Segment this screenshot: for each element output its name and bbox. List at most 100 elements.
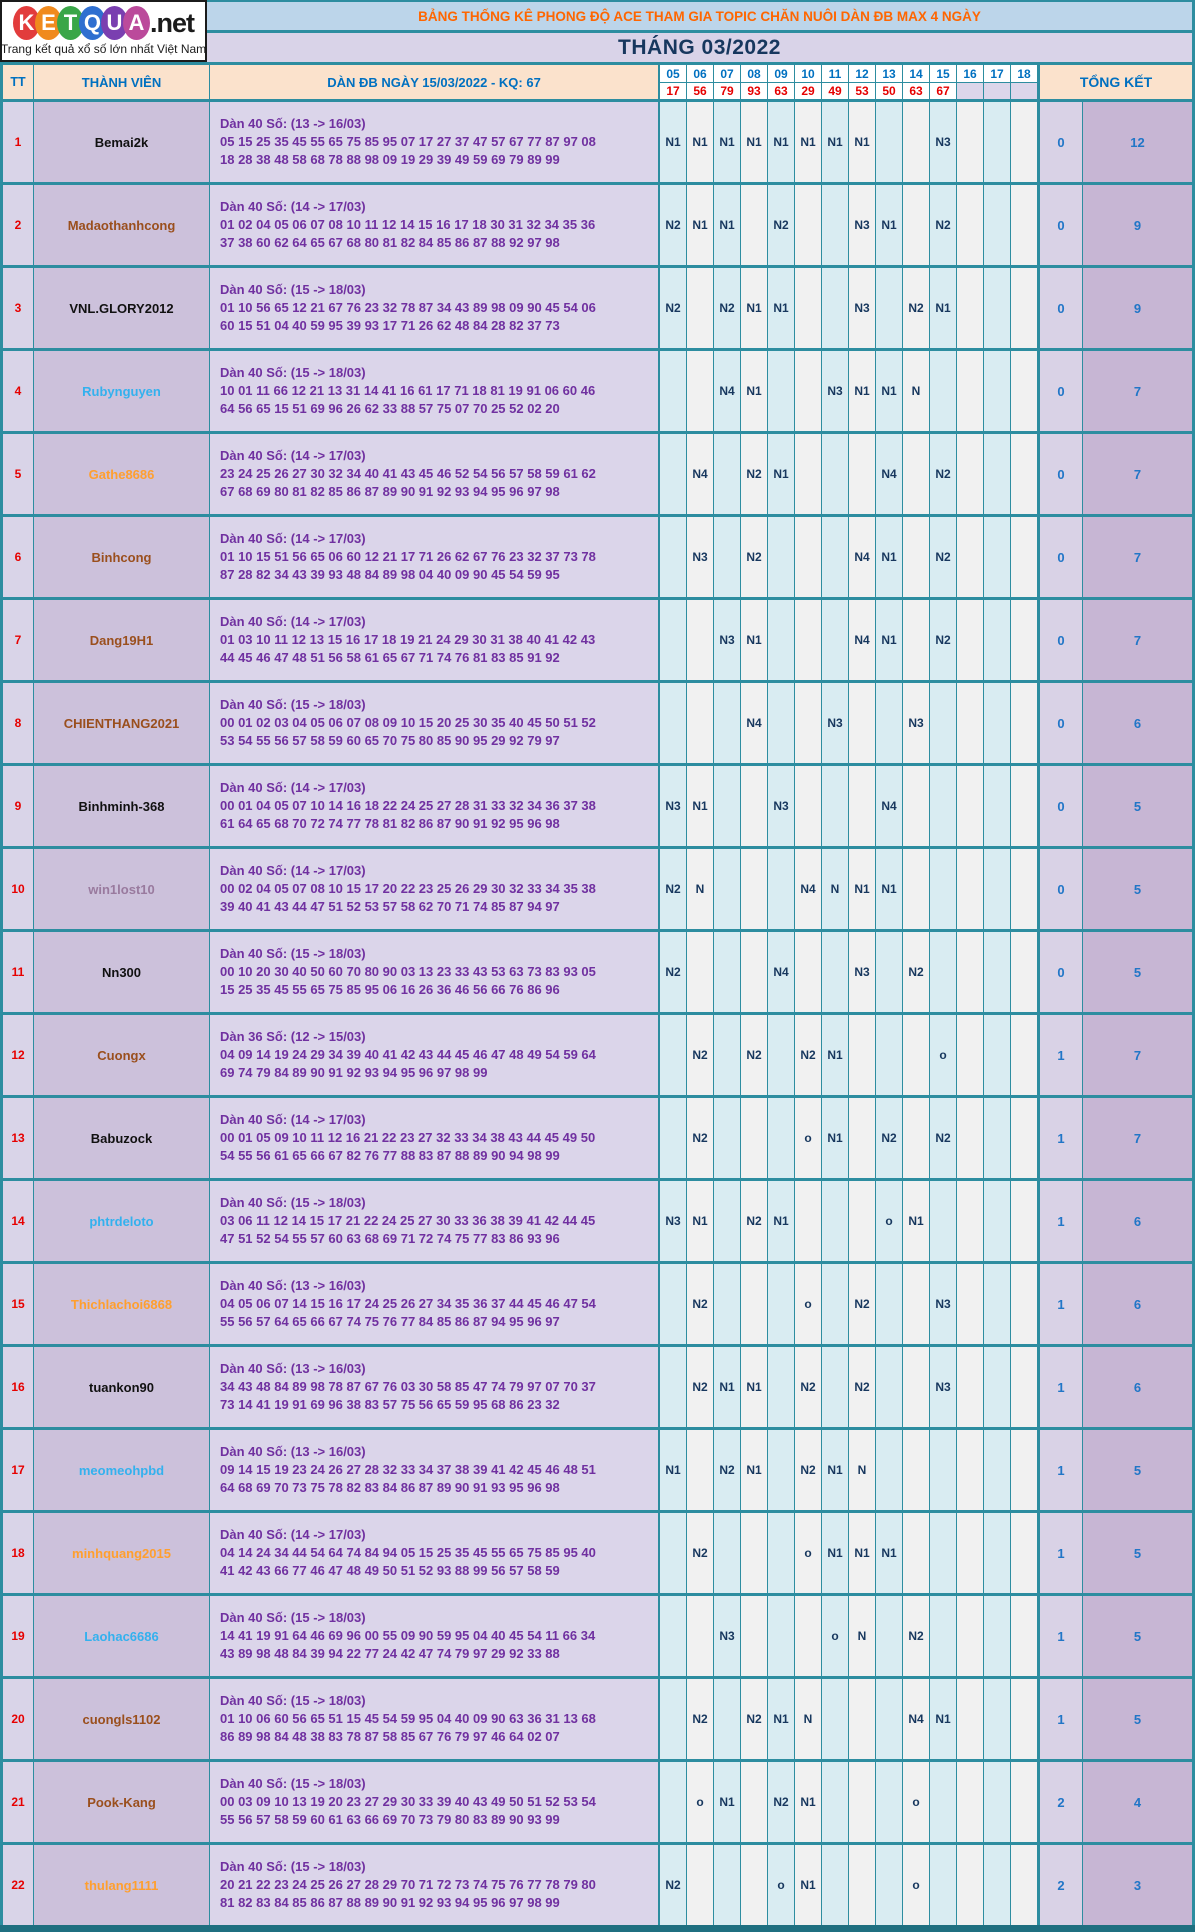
- dan-numbers-line1: 05 15 25 35 45 55 65 75 85 95 07 17 27 3…: [220, 134, 596, 149]
- dan-range: Dàn 40 Số: (15 -> 18/03): [220, 282, 366, 297]
- dan-numbers-line2: 53 54 55 56 57 58 59 60 65 70 75 80 85 9…: [220, 733, 560, 748]
- mark-cell: N3: [660, 766, 687, 846]
- member-name[interactable]: minhquang2015: [33, 1513, 210, 1593]
- day-result: 63: [903, 83, 929, 99]
- dan-numbers-line2: 81 82 83 84 85 86 87 88 89 90 91 92 93 9…: [220, 1895, 560, 1910]
- member-rows: 1 Bemai2k Dàn 40 Số: (13 -> 16/03) 05 15…: [0, 99, 1195, 1925]
- member-name[interactable]: Cuongx: [33, 1015, 210, 1095]
- member-name[interactable]: Bemai2k: [33, 102, 210, 182]
- dan-numbers-line1: 04 14 24 34 44 54 64 74 84 94 05 15 25 3…: [220, 1545, 596, 1560]
- mark-cell: [984, 1596, 1011, 1676]
- miss-count: 1: [1038, 1596, 1082, 1676]
- mark-cell: [957, 1513, 984, 1593]
- mark-cell: [957, 102, 984, 182]
- mark-cell: [849, 1015, 876, 1095]
- member-name[interactable]: cuongls1102: [33, 1679, 210, 1759]
- mark-cell: [984, 268, 1011, 348]
- member-name[interactable]: Laohac6686: [33, 1596, 210, 1676]
- dan-cell: Dàn 40 Số: (15 -> 18/03) 01 10 56 65 12 …: [210, 268, 658, 348]
- member-name[interactable]: win1lost10: [33, 849, 210, 929]
- mark-cell: o: [768, 1845, 795, 1925]
- member-name[interactable]: Thichlachoi6868: [33, 1264, 210, 1344]
- table-header: TT THÀNH VIÊN DÀN ĐB NGÀY 15/03/2022 - K…: [0, 62, 1195, 99]
- mark-cell: [984, 1845, 1011, 1925]
- dan-numbers-line2: 55 56 57 64 65 66 67 74 75 76 77 84 85 8…: [220, 1314, 560, 1329]
- mark-cell: [876, 932, 903, 1012]
- member-name[interactable]: Binhcong: [33, 517, 210, 597]
- mark-cell: [660, 1098, 687, 1178]
- mark-cell: N1: [903, 1181, 930, 1261]
- member-name[interactable]: Nn300: [33, 932, 210, 1012]
- mark-cell: [660, 1347, 687, 1427]
- dan-numbers-line2: 60 15 51 04 40 59 95 39 93 17 71 26 62 4…: [220, 318, 560, 333]
- member-name[interactable]: Madaothanhcong: [33, 185, 210, 265]
- mark-cell: N1: [876, 517, 903, 597]
- mark-cell: [957, 268, 984, 348]
- mark-cell: o: [903, 1762, 930, 1842]
- day-column: 16: [957, 65, 984, 99]
- mark-cell: [930, 1513, 957, 1593]
- mark-cell: [741, 1845, 768, 1925]
- mark-cell: [1011, 1015, 1038, 1095]
- member-name[interactable]: meomeohpbd: [33, 1430, 210, 1510]
- mark-cell: N1: [687, 102, 714, 182]
- mark-cell: N2: [687, 1015, 714, 1095]
- member-name[interactable]: Binhminh-368: [33, 766, 210, 846]
- mark-cell: N1: [741, 1430, 768, 1510]
- dan-numbers-line2: 55 56 57 58 59 60 61 63 66 69 70 73 79 8…: [220, 1812, 560, 1827]
- mark-cell: N1: [930, 1679, 957, 1759]
- miss-count: 0: [1038, 849, 1082, 929]
- mark-cell: [930, 1181, 957, 1261]
- mark-cell: [849, 1181, 876, 1261]
- mark-cell: [903, 1015, 930, 1095]
- day-result: 79: [714, 83, 740, 99]
- member-name[interactable]: Babuzock: [33, 1098, 210, 1178]
- score: 6: [1082, 1347, 1192, 1427]
- day-result: 56: [687, 83, 713, 99]
- row-number: 20: [3, 1679, 33, 1759]
- mark-cell: [795, 600, 822, 680]
- mark-cell: N1: [714, 185, 741, 265]
- miss-count: 0: [1038, 268, 1082, 348]
- mark-cell: [822, 1762, 849, 1842]
- dan-numbers-line2: 61 64 65 68 70 72 74 77 78 81 82 86 87 9…: [220, 816, 560, 831]
- miss-count: 1: [1038, 1264, 1082, 1344]
- mark-cell: [714, 1015, 741, 1095]
- dan-range: Dàn 36 Số: (12 -> 15/03): [220, 1029, 366, 1044]
- member-name[interactable]: tuankon90: [33, 1347, 210, 1427]
- mark-cell: N1: [795, 1762, 822, 1842]
- dan-cell: Dàn 40 Số: (15 -> 18/03) 00 10 20 30 40 …: [210, 932, 658, 1012]
- table-row: 13 Babuzock Dàn 40 Số: (14 -> 17/03) 00 …: [3, 1095, 1192, 1178]
- mark-cell: N2: [768, 1762, 795, 1842]
- member-name[interactable]: thulang1111: [33, 1845, 210, 1925]
- score: 9: [1082, 185, 1192, 265]
- member-name[interactable]: Pook-Kang: [33, 1762, 210, 1842]
- dan-numbers-line1: 34 43 48 84 89 98 78 87 67 76 03 30 58 8…: [220, 1379, 596, 1394]
- mark-cell: [660, 600, 687, 680]
- mark-cell: [714, 1513, 741, 1593]
- member-name[interactable]: VNL.GLORY2012: [33, 268, 210, 348]
- mark-cell: N4: [795, 849, 822, 929]
- mark-cell: [768, 1513, 795, 1593]
- mark-cell: [903, 849, 930, 929]
- mark-cell: [984, 600, 1011, 680]
- member-name[interactable]: Gathe8686: [33, 434, 210, 514]
- member-name[interactable]: phtrdeloto: [33, 1181, 210, 1261]
- mark-cell: N2: [660, 185, 687, 265]
- score: 5: [1082, 766, 1192, 846]
- member-name[interactable]: Dang19H1: [33, 600, 210, 680]
- row-number: 18: [3, 1513, 33, 1593]
- dan-numbers-line1: 01 03 10 11 12 13 15 16 17 18 19 21 24 2…: [220, 632, 596, 647]
- member-name[interactable]: Rubynguyen: [33, 351, 210, 431]
- mark-cell: [1011, 1513, 1038, 1593]
- member-name[interactable]: CHIENTHANG2021: [33, 683, 210, 763]
- mark-cell: N2: [930, 1098, 957, 1178]
- day-result: 50: [876, 83, 902, 99]
- mark-cell: [822, 185, 849, 265]
- table-row: 6 Binhcong Dàn 40 Số: (14 -> 17/03) 01 1…: [3, 514, 1192, 597]
- dan-cell: Dàn 40 Số: (14 -> 17/03) 01 10 15 51 56 …: [210, 517, 658, 597]
- mark-cell: [849, 683, 876, 763]
- dan-cell: Dàn 40 Số: (14 -> 17/03) 04 14 24 34 44 …: [210, 1513, 658, 1593]
